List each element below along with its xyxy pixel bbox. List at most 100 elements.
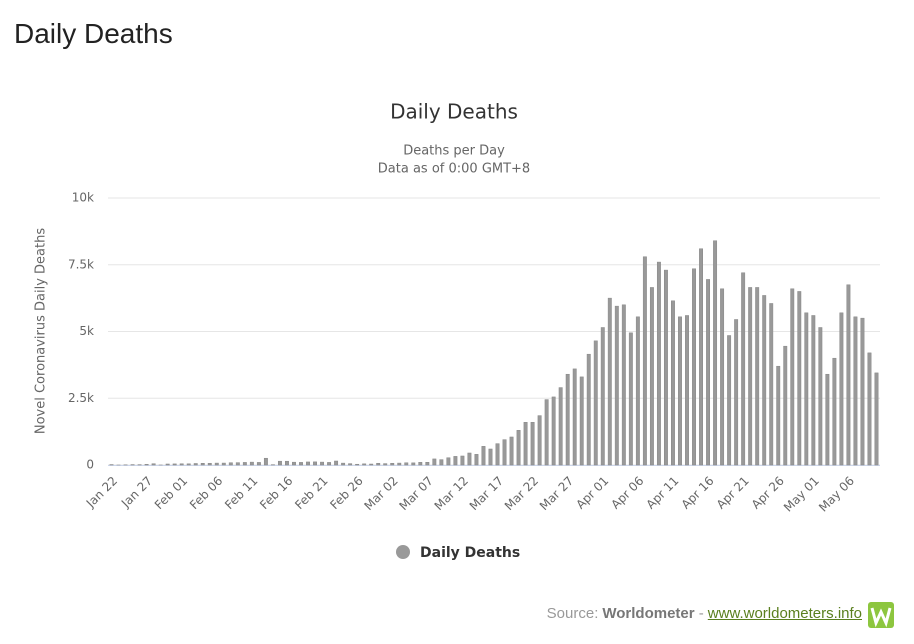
chart-subtitle: Deaths per Day <box>403 144 505 159</box>
bar <box>488 448 493 466</box>
bar <box>383 463 388 466</box>
bar <box>439 459 444 466</box>
page-title: Daily Deaths <box>14 18 173 49</box>
bar <box>200 463 205 466</box>
bar <box>614 305 619 466</box>
bar <box>678 316 682 466</box>
bar <box>242 462 247 466</box>
x-tick-label: Apr 06 <box>608 474 646 512</box>
bar <box>656 261 661 466</box>
x-tick-label: Feb 21 <box>292 474 330 512</box>
x-tick-label: Apr 21 <box>714 474 752 512</box>
bar <box>692 268 696 466</box>
x-tick-label: Feb 06 <box>187 474 225 512</box>
bar <box>713 240 718 466</box>
source-link[interactable]: www.worldometers.info <box>707 605 862 622</box>
bar <box>221 462 226 466</box>
source-footer: Source: Worldometer - www.worldometers.inf… <box>547 605 862 622</box>
bar <box>860 317 865 466</box>
x-tick-label: Apr 01 <box>573 474 611 512</box>
x-tick-label: Feb 26 <box>327 474 365 512</box>
bar <box>685 315 689 466</box>
legend-marker <box>396 545 410 559</box>
bar <box>748 287 753 466</box>
y-axis-label: Novel Coronavirus Daily Deaths <box>34 228 49 434</box>
bar <box>846 284 851 466</box>
x-tick-label: Feb 16 <box>257 474 295 512</box>
source-name: Worldometer <box>602 605 695 622</box>
x-tick-label: Apr 11 <box>643 474 681 512</box>
separator: - <box>698 605 704 622</box>
bar <box>249 461 254 466</box>
bar <box>706 279 711 466</box>
bar <box>193 463 198 466</box>
bar <box>825 373 830 466</box>
bar <box>235 462 240 466</box>
bar <box>256 462 261 466</box>
bar <box>530 422 535 466</box>
bar <box>720 288 725 466</box>
bar <box>755 287 760 466</box>
bar <box>818 327 823 466</box>
bar <box>404 462 409 466</box>
x-tick-label: Mar 17 <box>467 474 506 513</box>
bar <box>214 462 219 466</box>
y-tick-label: 10k <box>72 191 94 205</box>
bar <box>467 452 472 466</box>
bar <box>635 316 640 466</box>
bar <box>446 457 451 466</box>
x-tick-label: Feb 01 <box>152 474 190 512</box>
bar <box>502 439 507 466</box>
bar <box>320 461 325 466</box>
bar <box>558 387 563 466</box>
bar <box>867 352 872 466</box>
bar <box>341 462 346 466</box>
bar <box>593 340 598 466</box>
bar <box>797 291 802 466</box>
bar <box>460 455 465 466</box>
bar <box>734 319 739 466</box>
bar <box>699 248 703 466</box>
bar <box>292 461 296 466</box>
bar <box>263 457 268 466</box>
bar <box>649 287 654 466</box>
bar <box>572 368 577 466</box>
bar <box>671 300 675 466</box>
bar <box>376 462 381 466</box>
bar <box>362 463 367 466</box>
bar <box>874 372 879 466</box>
bar <box>727 335 732 466</box>
legend-label[interactable]: Daily Deaths <box>420 545 520 561</box>
x-tick-label: May 06 <box>816 474 857 515</box>
bar <box>474 454 479 466</box>
bar <box>277 460 282 466</box>
bar <box>299 462 303 466</box>
bar <box>165 463 170 466</box>
chart-title: Daily Deaths <box>390 100 518 124</box>
bar <box>313 461 317 466</box>
bar <box>418 462 423 466</box>
bar <box>369 463 374 466</box>
bar <box>432 458 437 466</box>
bar <box>207 462 212 466</box>
bar <box>642 256 647 466</box>
bar <box>179 463 184 466</box>
bar <box>776 365 781 466</box>
bar <box>579 376 584 466</box>
y-tick-label: 2.5k <box>68 391 94 405</box>
bar <box>537 415 542 466</box>
bar <box>151 463 156 466</box>
bar <box>839 312 844 466</box>
bar <box>790 288 795 466</box>
bar <box>586 353 591 466</box>
x-tick-label: May 01 <box>781 474 822 515</box>
y-tick-label: 5k <box>79 324 94 338</box>
bar <box>628 332 633 466</box>
bar <box>762 295 767 466</box>
bar <box>516 430 521 466</box>
x-tick-label: Mar 27 <box>537 474 576 513</box>
bar <box>741 272 746 466</box>
bar <box>334 460 339 466</box>
